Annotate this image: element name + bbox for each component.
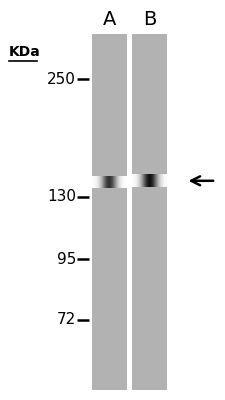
Text: 130: 130 bbox=[47, 189, 76, 204]
Text: A: A bbox=[102, 10, 116, 29]
Bar bbox=[92, 34, 126, 390]
Text: 72: 72 bbox=[57, 312, 76, 328]
Text: KDa: KDa bbox=[9, 45, 41, 59]
Text: B: B bbox=[143, 10, 156, 29]
Bar bbox=[132, 34, 167, 390]
Text: 250: 250 bbox=[47, 72, 76, 87]
Text: 95: 95 bbox=[56, 252, 76, 267]
